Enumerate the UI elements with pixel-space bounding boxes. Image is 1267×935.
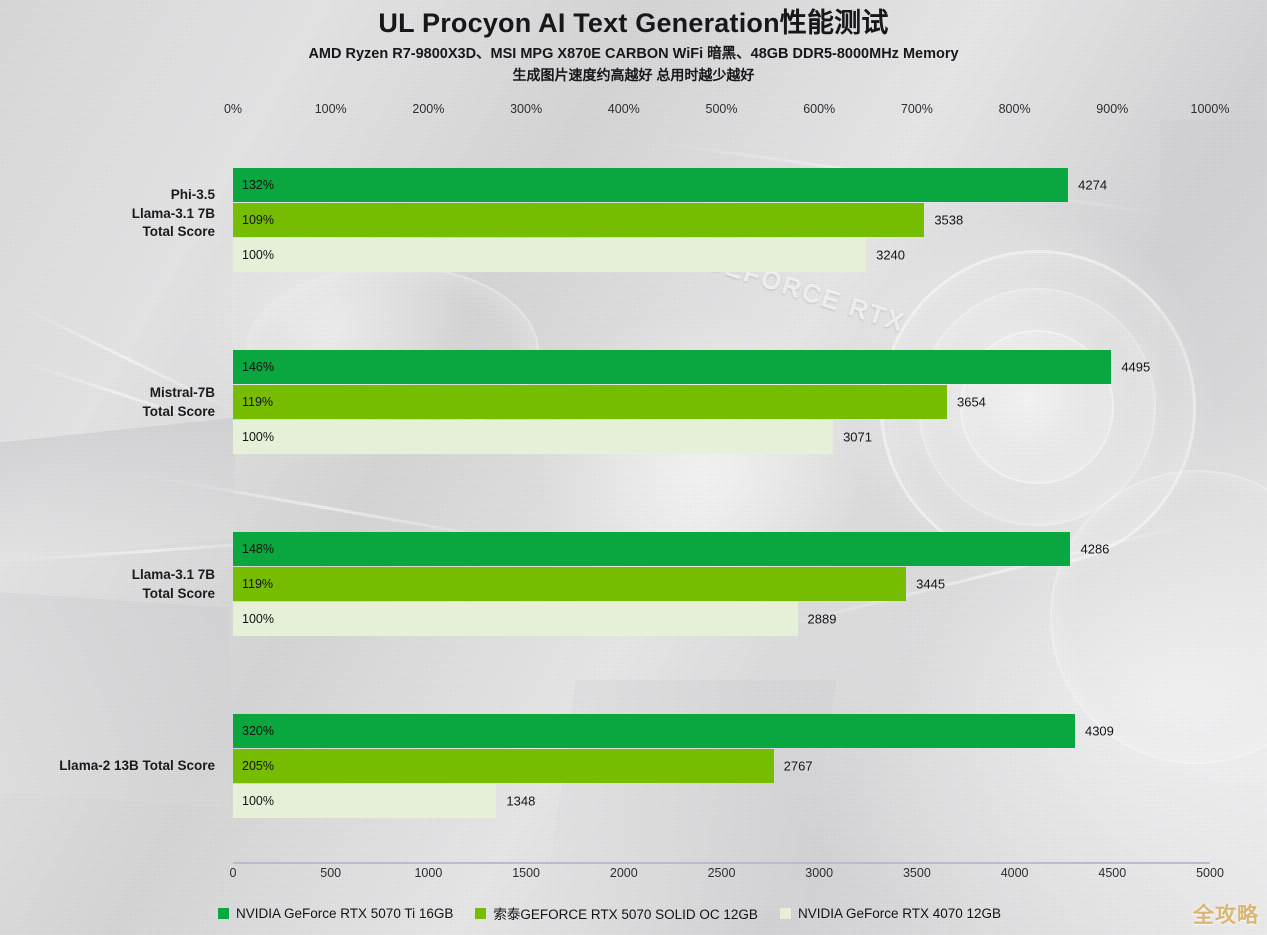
bar-value-label: 4274 [1078,178,1107,193]
bottom-axis-tick: 2500 [708,866,736,880]
bottom-axis-tick: 4500 [1098,866,1126,880]
category-label: Phi-3.5Llama-3.1 7BTotal Score [0,186,215,242]
bottom-axis-tick: 5000 [1196,866,1224,880]
category-label-line: Mistral-7B [0,384,215,403]
category-label-line: Llama-2 13B Total Score [0,757,215,776]
bottom-axis-tick: 1500 [512,866,540,880]
bar-percent-label: 320% [242,724,274,738]
bar-value-label: 3538 [934,213,963,228]
bar-group: Llama-2 13B Total Score 320% 4309 205% 2767 1… [0,714,1267,819]
bar[interactable]: 100% [233,602,798,636]
legend-item[interactable]: 索泰GEFORCE RTX 5070 SOLID OC 12GB [475,903,758,923]
bar-percent-label: 100% [242,794,274,808]
legend-swatch-icon [218,908,229,919]
bar[interactable]: 100% [233,238,866,272]
bar-group: Mistral-7BTotal Score 146% 4495 119% 3654 100… [0,350,1267,455]
bar-value-label: 4286 [1080,542,1109,557]
bar-value-label: 1348 [506,794,535,809]
category-label-line: Total Score [0,223,215,242]
category-label: Mistral-7BTotal Score [0,384,215,421]
bar[interactable]: 132% [233,168,1068,202]
bar-value-label: 2767 [784,759,813,774]
bar[interactable]: 320% [233,714,1075,748]
bar-value-label: 3071 [843,430,872,445]
bar-value-label: 4309 [1085,724,1114,739]
bottom-axis-tick: 3000 [805,866,833,880]
bar-value-label: 3240 [876,248,905,263]
bottom-axis-tick: 3500 [903,866,931,880]
category-label: Llama-2 13B Total Score [0,757,215,776]
bar[interactable]: 146% [233,350,1111,384]
legend-swatch-icon [780,908,791,919]
bar-row: 148% 4286 [233,532,1210,566]
category-label: Llama-3.1 7BTotal Score [0,566,215,603]
bar-value-label: 4495 [1121,360,1150,375]
bar-row: 100% 2889 [233,602,1210,636]
bar-value-label: 2889 [808,612,837,627]
legend-swatch-icon [475,908,486,919]
chart-legend: NVIDIA GeForce RTX 5070 Ti 16GB 索泰GEFORCE… [218,903,1001,923]
bar-row: 119% 3445 [233,567,1210,601]
watermark: 全攻略 [1193,899,1259,929]
bar-value-label: 3654 [957,395,986,410]
bottom-axis-tick: 0 [230,866,237,880]
category-label-line: Total Score [0,403,215,422]
bar[interactable]: 100% [233,784,496,818]
bar-group: Llama-3.1 7BTotal Score148%4286119%34451… [0,532,1267,637]
bar-value-label: 3445 [916,577,945,592]
bar-row: 132% 4274 [233,168,1210,202]
bar-group: Phi-3.5Llama-3.1 7BTotal Score 132% 4274 10… [0,168,1267,273]
bar-percent-label: 119% [242,577,273,591]
bar-percent-label: 119% [242,395,273,409]
bottom-axis-tick: 2000 [610,866,638,880]
legend-label: 索泰GEFORCE RTX 5070 SOLID OC 12GB [493,903,758,923]
bar-row: 109% 3538 [233,203,1210,237]
bar-percent-label: 146% [242,360,274,374]
category-label-line: Llama-3.1 7B [0,566,215,585]
bar[interactable]: 148% [233,532,1070,566]
bottom-score-axis: 0 500 1000 1500 2000 2500 3000 3500 4000 4500 5000 [0,866,1267,884]
chart-page: GEFORCE RTX UL Procyon AI Text Generatio… [0,0,1267,935]
bar-percent-label: 132% [242,178,274,192]
bar-percent-label: 100% [242,612,274,626]
category-label-line: Total Score [0,585,215,604]
bar-percent-label: 148% [242,542,274,556]
bar[interactable]: 100% [233,420,833,454]
bar-row: 100% 3071 [233,420,1210,454]
bar[interactable]: 109% [233,203,924,237]
bottom-axis-line [233,862,1210,864]
bar-percent-label: 100% [242,430,274,444]
bar[interactable]: 119% [233,567,906,601]
bar-percent-label: 205% [242,759,274,773]
bar-percent-label: 109% [242,213,274,227]
chart-plot-area: Phi-3.5Llama-3.1 7BTotal Score132%427410… [0,0,1267,935]
bottom-axis-tick: 4000 [1001,866,1029,880]
bar[interactable]: 119% [233,385,947,419]
bar-row: 100% 1348 [233,784,1210,818]
bar-percent-label: 100% [242,248,274,262]
legend-item[interactable]: NVIDIA GeForce RTX 4070 12GB [780,906,1001,921]
legend-label: NVIDIA GeForce RTX 5070 Ti 16GB [236,906,453,921]
category-label-line: Phi-3.5 [0,186,215,205]
legend-item[interactable]: NVIDIA GeForce RTX 5070 Ti 16GB [218,906,453,921]
bar-row: 205% 2767 [233,749,1210,783]
bottom-axis-tick: 500 [320,866,341,880]
legend-label: NVIDIA GeForce RTX 4070 12GB [798,906,1001,921]
bottom-axis-tick: 1000 [414,866,442,880]
bar-row: 119% 3654 [233,385,1210,419]
category-label-line: Llama-3.1 7B [0,205,215,224]
bar[interactable]: 205% [233,749,774,783]
bar-row: 146% 4495 [233,350,1210,384]
bar-row: 320% 4309 [233,714,1210,748]
bar-row: 100% 3240 [233,238,1210,272]
